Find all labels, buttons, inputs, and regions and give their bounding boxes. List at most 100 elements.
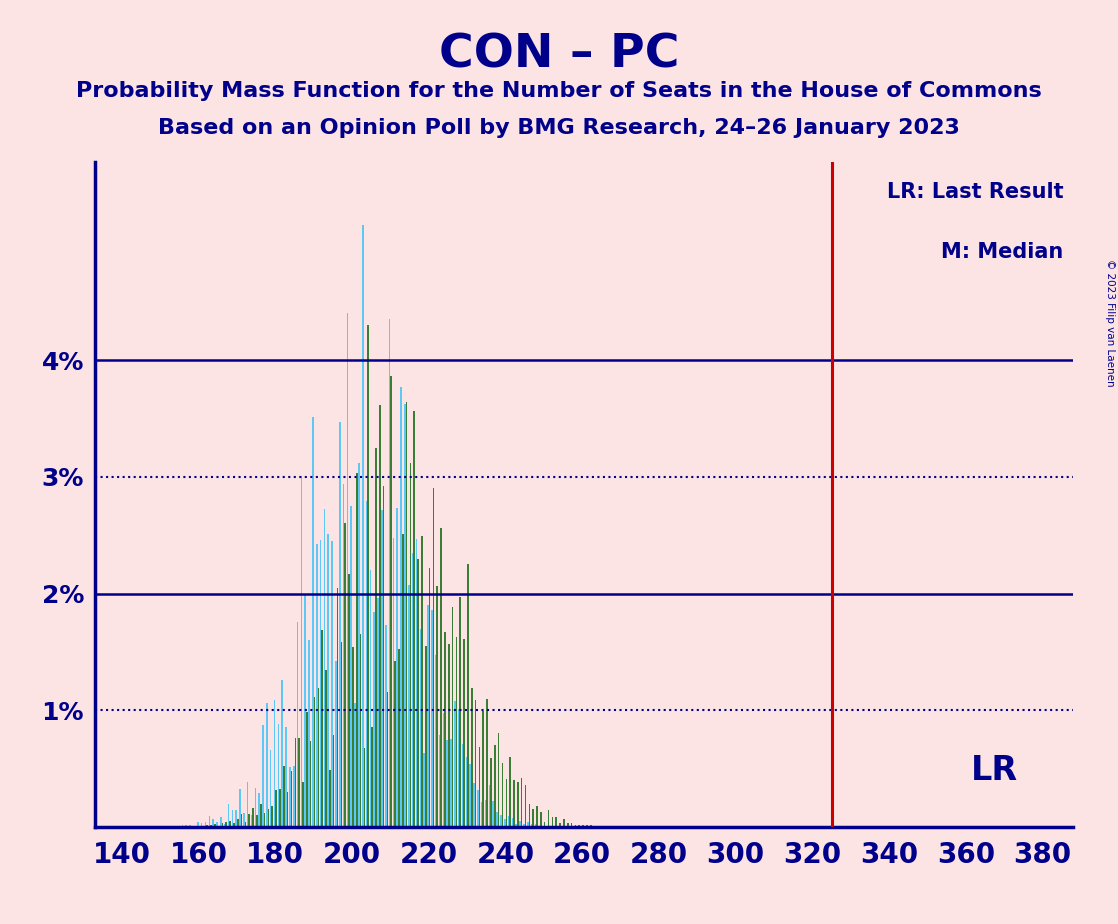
Text: © 2023 Filip van Laenen: © 2023 Filip van Laenen: [1106, 259, 1115, 386]
Bar: [534, 823, 537, 827]
Bar: [409, 463, 411, 827]
Bar: [433, 488, 434, 827]
Bar: [375, 448, 377, 827]
Bar: [245, 822, 246, 827]
Bar: [201, 822, 202, 827]
Bar: [310, 741, 312, 827]
Bar: [234, 823, 235, 827]
Bar: [432, 610, 433, 827]
Bar: [312, 418, 314, 827]
Bar: [304, 594, 306, 827]
Bar: [435, 655, 436, 827]
Bar: [266, 703, 267, 827]
Bar: [350, 505, 352, 827]
Bar: [218, 826, 219, 827]
Bar: [358, 464, 360, 827]
Bar: [510, 758, 511, 827]
Bar: [458, 710, 459, 827]
Bar: [314, 697, 315, 827]
Bar: [467, 564, 468, 827]
Text: M: Median: M: Median: [941, 241, 1063, 261]
Bar: [496, 812, 498, 827]
Bar: [333, 735, 334, 827]
Bar: [362, 225, 363, 827]
Bar: [267, 808, 269, 827]
Bar: [527, 822, 529, 827]
Bar: [400, 387, 402, 827]
Bar: [321, 630, 323, 827]
Bar: [517, 782, 519, 827]
Bar: [471, 688, 473, 827]
Bar: [269, 750, 272, 827]
Bar: [224, 824, 226, 827]
Bar: [237, 820, 238, 827]
Bar: [282, 680, 283, 827]
Bar: [352, 647, 353, 827]
Bar: [498, 734, 500, 827]
Bar: [540, 811, 541, 827]
Bar: [337, 588, 339, 827]
Bar: [419, 628, 421, 827]
Bar: [578, 824, 580, 827]
Bar: [309, 640, 310, 827]
Bar: [504, 819, 505, 827]
Bar: [382, 486, 385, 827]
Bar: [524, 785, 527, 827]
Bar: [389, 319, 390, 827]
Bar: [531, 824, 532, 827]
Bar: [318, 687, 319, 827]
Bar: [247, 782, 248, 827]
Bar: [220, 817, 221, 827]
Bar: [335, 661, 337, 827]
Bar: [479, 747, 481, 827]
Bar: [228, 804, 229, 827]
Bar: [406, 402, 407, 827]
Bar: [243, 813, 245, 827]
Bar: [537, 807, 538, 827]
Bar: [424, 753, 425, 827]
Bar: [323, 508, 325, 827]
Bar: [387, 692, 388, 827]
Bar: [371, 727, 372, 827]
Bar: [446, 740, 448, 827]
Bar: [205, 822, 207, 827]
Bar: [459, 597, 461, 827]
Bar: [492, 801, 494, 827]
Bar: [216, 822, 218, 827]
Bar: [377, 598, 379, 827]
Bar: [397, 508, 398, 827]
Bar: [255, 788, 256, 827]
Bar: [290, 767, 291, 827]
Bar: [494, 745, 495, 827]
Bar: [481, 802, 483, 827]
Bar: [416, 539, 417, 827]
Bar: [302, 782, 304, 827]
Bar: [272, 806, 273, 827]
Bar: [263, 725, 264, 827]
Bar: [451, 739, 452, 827]
Bar: [550, 826, 551, 827]
Bar: [490, 758, 492, 827]
Bar: [515, 824, 517, 827]
Bar: [452, 607, 454, 827]
Bar: [548, 810, 549, 827]
Bar: [264, 813, 265, 827]
Bar: [226, 821, 227, 827]
Bar: [348, 574, 350, 827]
Bar: [186, 825, 187, 827]
Bar: [567, 823, 568, 827]
Bar: [395, 661, 396, 827]
Bar: [253, 808, 254, 827]
Bar: [402, 534, 404, 827]
Bar: [414, 411, 415, 827]
Bar: [390, 376, 392, 827]
Bar: [285, 727, 287, 827]
Bar: [339, 422, 341, 827]
Bar: [440, 528, 442, 827]
Bar: [381, 510, 382, 827]
Bar: [551, 818, 553, 827]
Bar: [508, 816, 510, 827]
Bar: [411, 553, 414, 827]
Bar: [343, 484, 344, 827]
Bar: [463, 639, 465, 827]
